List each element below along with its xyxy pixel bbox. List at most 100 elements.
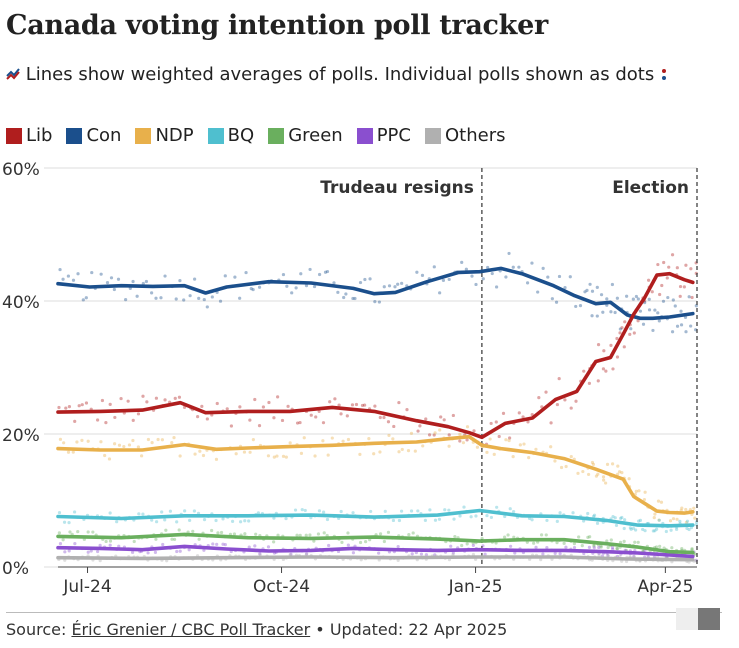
poll-dot-con: [525, 281, 530, 285]
poll-dot-bq: [423, 518, 428, 522]
series-line-lib: [56, 271, 695, 440]
poll-dot-ndp: [684, 507, 688, 512]
poll-dot-ppc: [175, 549, 179, 554]
poll-dot-bq: [397, 518, 402, 523]
poll-dot-ndp: [299, 451, 304, 455]
poll-dot-lib: [658, 292, 662, 297]
poll-dot-ndp: [421, 444, 425, 448]
poll-dot-con: [336, 290, 340, 294]
poll-dot-con: [178, 278, 182, 283]
poll-dot-ndp: [656, 499, 661, 503]
poll-dot-con: [251, 287, 255, 292]
poll-dot-con: [163, 274, 167, 278]
poll-dot-green: [633, 540, 637, 544]
poll-dot-con: [363, 277, 367, 282]
poll-dot-green: [618, 540, 623, 544]
poll-dot-ndp: [637, 489, 641, 493]
poll-dot-lib: [225, 407, 229, 411]
poll-dot-bq: [592, 513, 597, 517]
poll-dot-lib: [602, 349, 606, 353]
poll-dot-lib: [678, 284, 683, 289]
poll-dot-lib: [596, 342, 601, 347]
poll-dot-lib: [57, 405, 61, 410]
series-line-ppc: [56, 544, 695, 559]
poll-dot-lib: [458, 439, 462, 443]
poll-dot-lib: [337, 403, 341, 407]
poll-dot-bq: [325, 517, 330, 522]
poll-dot-bq: [183, 509, 187, 513]
poll-dot-lib: [280, 418, 285, 423]
poll-dot-lib: [447, 433, 451, 437]
poll-dot-green: [378, 532, 383, 536]
poll-dot-lib: [141, 394, 145, 398]
poll-dot-con: [517, 265, 521, 269]
x-tick-label: Oct-24: [253, 577, 310, 597]
poll-dot-lib: [397, 400, 401, 405]
poll-dot-ppc: [117, 544, 121, 548]
poll-dot-con: [61, 277, 65, 281]
poll-dot-ppc: [96, 549, 100, 554]
footer-divider: [6, 612, 722, 613]
poll-dot-bq: [168, 509, 173, 513]
poll-dot-bq: [428, 508, 432, 512]
poll-dot-ndp: [99, 440, 103, 444]
poll-dot-con: [679, 309, 683, 313]
poll-dot-green: [636, 540, 640, 544]
poll-dot-lib: [104, 421, 108, 425]
line-legend-icon: [6, 68, 20, 80]
poll-dot-lib: [632, 331, 636, 335]
poll-dot-bq: [613, 516, 617, 520]
poll-dot-bq: [664, 529, 668, 534]
poll-dot-green: [690, 548, 694, 552]
poll-dot-con: [557, 274, 562, 279]
legend-swatch-con: [66, 127, 83, 144]
poll-dot-con: [396, 282, 400, 286]
poll-dot-lib: [424, 417, 428, 421]
poll-dot-con: [312, 284, 317, 289]
poll-dot-con: [285, 284, 289, 288]
poll-dot-con: [550, 297, 554, 301]
poll-dot-green: [191, 529, 195, 533]
poll-dot-bq: [530, 518, 534, 522]
poll-dot-ppc: [545, 545, 549, 550]
poll-dot-ppc: [410, 552, 414, 556]
poll-dot-bq: [687, 527, 691, 532]
poll-dot-green: [304, 533, 308, 537]
series-line-bq: [56, 508, 695, 528]
poll-dot-con: [511, 265, 515, 269]
poll-dot-con: [647, 297, 651, 301]
x-tick-label: Jul-24: [62, 577, 111, 597]
poll-dot-lib: [64, 406, 68, 410]
poll-dot-ndp: [107, 457, 112, 461]
poll-dot-green: [308, 533, 312, 537]
poll-dot-bq: [623, 518, 627, 522]
poll-dot-lib: [537, 395, 541, 400]
poll-dot-ndp: [604, 481, 608, 485]
poll-dot-bq: [62, 520, 67, 524]
poll-dot-con: [150, 291, 154, 295]
poll-dot-ndp: [684, 520, 688, 525]
poll-dot-bq: [595, 521, 600, 525]
poll-dot-ndp: [387, 433, 391, 438]
poll-dot-lib: [604, 369, 608, 373]
poll-dot-lib: [238, 405, 242, 409]
poll-dot-ppc: [327, 543, 331, 548]
poll-dot-bq: [571, 511, 575, 515]
poll-dot-lib: [378, 415, 382, 420]
poll-dot-ppc: [67, 549, 71, 553]
poll-dot-ndp: [127, 443, 132, 447]
poll-dot-ndp: [400, 447, 404, 452]
poll-dot-bq: [192, 509, 197, 513]
poll-dot-bq: [462, 505, 466, 509]
poll-dot-ndp: [671, 517, 676, 521]
poll-dot-lib: [205, 417, 209, 421]
source-link[interactable]: Éric Grenier / CBC Poll Tracker: [71, 620, 311, 639]
poll-dot-lib: [650, 290, 654, 294]
poll-dot-ndp: [433, 431, 437, 435]
poll-dot-con: [464, 267, 468, 271]
poll-dot-green: [170, 537, 174, 541]
poll-dot-ndp: [534, 447, 538, 451]
poll-dot-ppc: [351, 551, 356, 555]
poll-dot-ndp: [590, 460, 595, 465]
poll-dot-ndp: [586, 472, 591, 477]
